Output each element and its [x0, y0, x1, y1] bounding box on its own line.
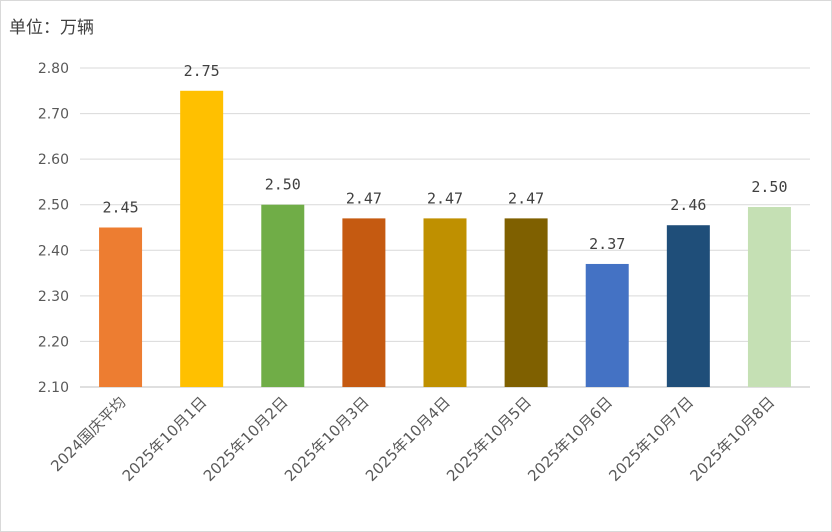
data-label: 2.47 — [508, 189, 544, 207]
category-label: 2025年10月2日 — [200, 393, 292, 485]
bars — [99, 90, 791, 388]
bar — [585, 263, 629, 387]
bar — [342, 218, 386, 387]
data-label: 2.75 — [184, 62, 220, 80]
category-label: 2025年10月5日 — [443, 393, 535, 485]
category-label: 2024国庆平均 — [47, 393, 129, 475]
y-tick-label: 2.70 — [38, 107, 69, 123]
y-tick-label: 2.80 — [38, 61, 69, 77]
y-tick-label: 2.50 — [38, 198, 69, 214]
y-tick-label: 2.20 — [38, 334, 69, 350]
y-tick-label: 2.10 — [38, 380, 69, 396]
data-label: 2.50 — [751, 178, 787, 196]
data-label: 2.46 — [670, 196, 706, 214]
category-label: 2025年10月1日 — [119, 393, 211, 485]
category-label: 2025年10月3日 — [281, 393, 373, 485]
unit-label: 单位：万辆 — [9, 18, 94, 38]
category-label: 2025年10月4日 — [362, 393, 454, 485]
y-tick-label: 2.30 — [38, 289, 69, 305]
data-label: 2.47 — [346, 189, 382, 207]
category-label: 2025年10月6日 — [524, 393, 616, 485]
category-label: 2025年10月7日 — [605, 393, 697, 485]
data-labels: 2.45 2.75 2.50 2.47 2.47 2.47 2.37 2.46 2.50 — [102, 62, 787, 253]
bar — [99, 227, 143, 387]
bar — [261, 204, 305, 387]
data-label: 2.50 — [265, 176, 301, 194]
x-axis-categories: 2024国庆平均2025年10月1日2025年10月2日2025年10月3日20… — [47, 393, 778, 485]
bar — [504, 218, 548, 387]
category-label: 2025年10月8日 — [686, 393, 778, 485]
bar — [747, 206, 791, 387]
y-tick-label: 2.40 — [38, 243, 69, 259]
data-label: 2.47 — [427, 189, 463, 207]
data-label: 2.45 — [102, 199, 138, 217]
bar — [180, 90, 224, 388]
y-tick-label: 2.60 — [38, 152, 69, 168]
y-axis-ticks: 2.10 2.20 2.30 2.40 2.50 2.60 2.70 2.80 — [38, 61, 69, 396]
bar — [423, 218, 467, 387]
bar — [666, 225, 710, 387]
data-label: 2.37 — [589, 235, 625, 253]
